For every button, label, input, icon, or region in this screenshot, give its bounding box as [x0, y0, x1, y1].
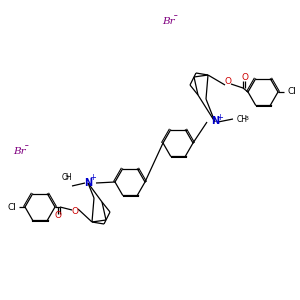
Text: CH: CH: [237, 115, 248, 124]
Text: O: O: [55, 212, 62, 220]
Text: O: O: [242, 74, 248, 82]
Text: ¯: ¯: [173, 15, 178, 25]
Text: C: C: [62, 173, 67, 182]
Text: O: O: [71, 208, 79, 217]
Text: Cl: Cl: [7, 202, 16, 211]
Text: Cl: Cl: [287, 88, 296, 97]
Text: O: O: [224, 77, 232, 86]
Text: 3: 3: [245, 116, 249, 121]
Text: +: +: [90, 173, 96, 182]
Text: H: H: [65, 173, 71, 182]
Text: +: +: [217, 112, 224, 122]
Text: Br: Br: [162, 17, 175, 26]
Text: Br: Br: [13, 148, 26, 157]
Text: ¯: ¯: [24, 145, 30, 155]
Text: N: N: [211, 116, 219, 126]
Text: N: N: [84, 178, 92, 188]
Text: 3: 3: [65, 175, 69, 180]
